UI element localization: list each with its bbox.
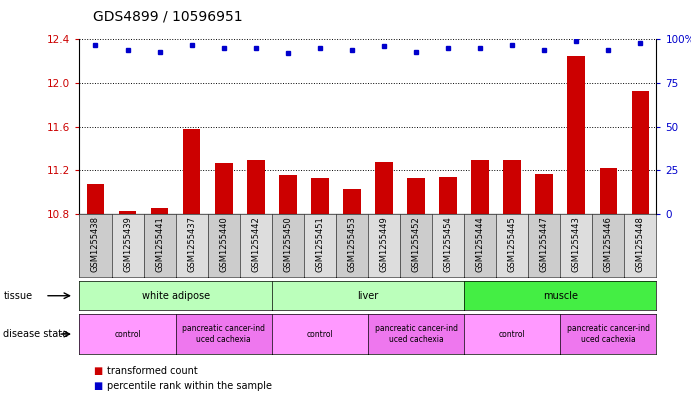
Text: GSM1255437: GSM1255437 <box>187 216 196 272</box>
Text: GSM1255450: GSM1255450 <box>283 216 292 272</box>
Text: GDS4899 / 10596951: GDS4899 / 10596951 <box>93 10 243 24</box>
Text: control: control <box>307 330 333 338</box>
Text: GSM1255442: GSM1255442 <box>252 216 261 272</box>
Text: GSM1255439: GSM1255439 <box>123 216 132 272</box>
Text: control: control <box>114 330 141 338</box>
Bar <box>503 160 521 214</box>
Text: percentile rank within the sample: percentile rank within the sample <box>107 381 272 391</box>
Bar <box>343 189 361 214</box>
Bar <box>86 184 104 214</box>
Bar <box>407 178 425 214</box>
Text: pancreatic cancer-ind
uced cachexia: pancreatic cancer-ind uced cachexia <box>375 324 457 344</box>
Text: GSM1255451: GSM1255451 <box>315 216 324 272</box>
Bar <box>183 129 200 214</box>
Text: GSM1255452: GSM1255452 <box>412 216 421 272</box>
Text: pancreatic cancer-ind
uced cachexia: pancreatic cancer-ind uced cachexia <box>182 324 265 344</box>
Bar <box>151 208 169 214</box>
Text: GSM1255454: GSM1255454 <box>444 216 453 272</box>
Bar <box>536 174 553 214</box>
Bar <box>247 160 265 214</box>
Text: ■: ■ <box>93 381 102 391</box>
Bar <box>311 178 329 214</box>
Bar <box>375 162 392 214</box>
Text: white adipose: white adipose <box>142 291 209 301</box>
Text: GSM1255443: GSM1255443 <box>572 216 581 272</box>
Text: disease state: disease state <box>3 329 68 339</box>
Text: GSM1255441: GSM1255441 <box>155 216 164 272</box>
Text: pancreatic cancer-ind
uced cachexia: pancreatic cancer-ind uced cachexia <box>567 324 650 344</box>
Bar <box>439 177 457 214</box>
Bar <box>471 160 489 214</box>
Bar <box>632 91 650 214</box>
Text: GSM1255448: GSM1255448 <box>636 216 645 272</box>
Text: GSM1255444: GSM1255444 <box>475 216 484 272</box>
Text: transformed count: transformed count <box>107 366 198 376</box>
Bar <box>567 56 585 214</box>
Text: tissue: tissue <box>3 291 32 301</box>
Text: muscle: muscle <box>543 291 578 301</box>
Text: GSM1255438: GSM1255438 <box>91 216 100 272</box>
Text: GSM1255447: GSM1255447 <box>540 216 549 272</box>
Text: ■: ■ <box>93 366 102 376</box>
Text: GSM1255453: GSM1255453 <box>348 216 357 272</box>
Text: control: control <box>499 330 526 338</box>
Text: GSM1255440: GSM1255440 <box>219 216 228 272</box>
Bar <box>600 168 617 214</box>
Bar <box>119 211 136 214</box>
Bar <box>215 163 233 214</box>
Bar <box>279 175 296 214</box>
Text: liver: liver <box>357 291 379 301</box>
Text: GSM1255445: GSM1255445 <box>508 216 517 272</box>
Text: GSM1255446: GSM1255446 <box>604 216 613 272</box>
Text: GSM1255449: GSM1255449 <box>379 216 388 272</box>
